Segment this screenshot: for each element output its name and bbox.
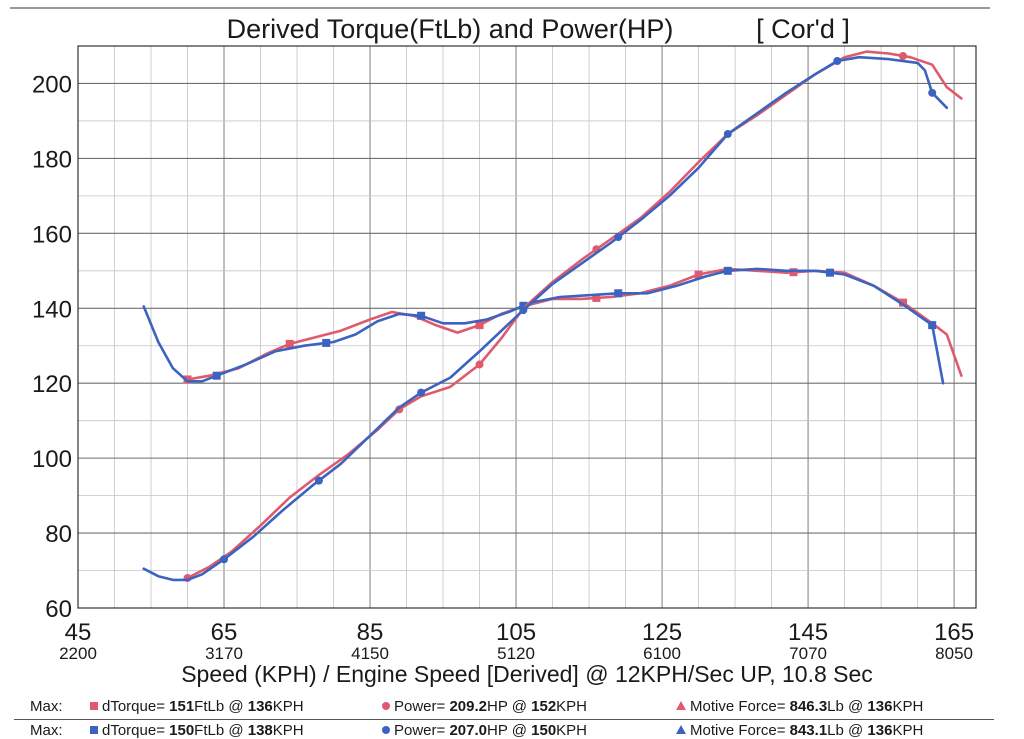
circle-marker-icon (382, 726, 390, 734)
series-marker-square (322, 338, 331, 347)
y-tick-label: 180 (32, 146, 72, 173)
series-marker-circle (417, 388, 426, 397)
square-marker-icon (90, 726, 98, 734)
x-tick-rpm-label: 2200 (59, 644, 97, 663)
series-line-dtorque-red (186, 267, 963, 381)
x-tick-label: 45 (65, 619, 92, 646)
series-marker-square (723, 266, 732, 275)
triangle-marker-icon (676, 725, 686, 734)
x-tick-label: 145 (788, 619, 828, 646)
series-marker-square (825, 268, 834, 277)
series-line-power-red (186, 50, 963, 580)
legend-force-red: Motive Force= 846.3Lb @ 136KPH (676, 698, 923, 715)
x-tick-rpm-label: 7070 (789, 644, 827, 663)
square-marker-icon (90, 702, 98, 710)
series-marker-square (928, 321, 937, 330)
series-marker-square (592, 293, 601, 302)
x-axis-label: Speed (KPH) / Engine Speed [Derived] @ 1… (181, 661, 873, 687)
series-marker-square (694, 270, 703, 279)
plot-area-border (77, 45, 977, 609)
series-marker-square (519, 301, 528, 310)
series-marker-circle (833, 56, 842, 65)
series-marker-circle (519, 306, 528, 315)
chart-title-tag: [ Cor'd ] (756, 14, 850, 44)
dyno-chart: Derived Torque(FtLb) and Power(HP) [ Cor… (10, 7, 990, 687)
series-marker-square (212, 371, 221, 380)
y-axis-ticks: 60 80 100 120 140 160 180 200 (32, 71, 72, 623)
legend-prefix: Max: (30, 698, 63, 715)
y-tick-label: 120 (32, 371, 72, 398)
y-tick-label: 80 (45, 521, 72, 548)
series-marker-square (475, 321, 484, 330)
x-tick-label: 165 (934, 619, 974, 646)
circle-marker-icon (382, 702, 390, 710)
x-tick-label: 65 (211, 619, 238, 646)
triangle-marker-icon (676, 701, 686, 710)
x-tick-rpm-label: 8050 (935, 644, 973, 663)
series-marker-square (285, 339, 294, 348)
series-marker-circle (928, 88, 937, 97)
legend-prefix: Max: (30, 722, 63, 739)
series-marker-circle (614, 233, 623, 242)
series-marker-square (614, 289, 623, 298)
series-line-dtorque-blue (142, 267, 945, 385)
legend-force-blue: Motive Force= 843.1Lb @ 136KPH (676, 722, 923, 739)
series-line-power-blue (142, 55, 949, 582)
legend-power-red: Power= 209.2HP @ 152KPH (382, 698, 587, 715)
series-marker-square (183, 375, 192, 384)
legend-torque-red: dTorque= 151FtLb @ 136KPH (90, 698, 304, 715)
series-marker-circle (475, 360, 484, 369)
x-tick-rpm-label: 6100 (643, 644, 681, 663)
x-tick-rpm-label: 5120 (497, 644, 535, 663)
x-tick-label: 85 (357, 619, 384, 646)
x-tick-label: 105 (496, 619, 536, 646)
chart-grid (78, 46, 976, 608)
series-marker-square (417, 311, 426, 320)
y-tick-label: 60 (45, 596, 72, 623)
series-marker-square (789, 268, 798, 277)
y-tick-label: 140 (32, 296, 72, 323)
x-tick-rpm-label: 3170 (205, 644, 243, 663)
legend-torque-blue: dTorque= 150FtLb @ 138KPH (90, 722, 304, 739)
series-marker-circle (314, 476, 323, 485)
x-tick-label: 125 (642, 619, 682, 646)
legend-power-blue: Power= 207.0HP @ 150KPH (382, 722, 587, 739)
chart-title: Derived Torque(FtLb) and Power(HP) (227, 14, 674, 44)
series-marker-square (898, 298, 907, 307)
x-tick-rpm-label: 4150 (351, 644, 389, 663)
series-marker-circle (723, 130, 732, 139)
chart-series (142, 50, 963, 583)
y-tick-label: 160 (32, 221, 72, 248)
y-tick-label: 200 (32, 71, 72, 98)
series-marker-circle (898, 51, 907, 60)
series-marker-circle (220, 555, 229, 564)
y-tick-label: 100 (32, 446, 72, 473)
legend-divider (14, 719, 994, 720)
